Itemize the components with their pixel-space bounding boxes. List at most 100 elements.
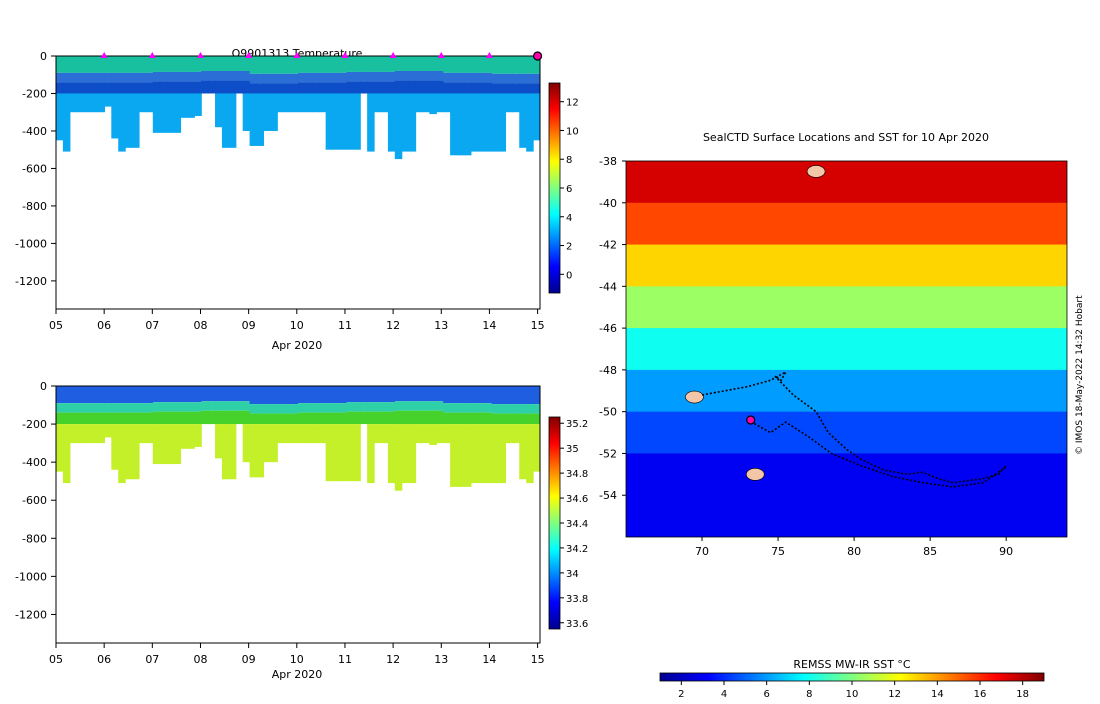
salinity-cell bbox=[194, 424, 202, 447]
salinity-cell bbox=[83, 424, 92, 444]
salinity-cell bbox=[284, 413, 292, 425]
salinity-cell bbox=[512, 424, 520, 444]
salinity-cell bbox=[152, 402, 161, 412]
temperature-cell bbox=[457, 93, 465, 156]
temperature-x-tick-label: 05 bbox=[49, 319, 63, 332]
temperature-cell bbox=[138, 56, 147, 73]
temperature-cell bbox=[111, 56, 119, 73]
sst-colorbar-tick-label: 6 bbox=[763, 689, 769, 700]
temperature-y-tick-label: -200 bbox=[22, 87, 47, 100]
temperature-cell bbox=[215, 93, 223, 128]
salinity-cell bbox=[470, 403, 479, 413]
salinity-cell bbox=[145, 386, 154, 404]
salinity-cell bbox=[429, 401, 437, 411]
sst-colorbar-tick-label: 10 bbox=[846, 689, 859, 700]
temperature-cell bbox=[180, 81, 188, 94]
salinity-cell bbox=[408, 386, 417, 402]
salinity-cell bbox=[519, 386, 527, 405]
temperature-cell bbox=[159, 71, 168, 82]
salinity-cell bbox=[277, 386, 285, 405]
salinity-cell bbox=[318, 412, 327, 425]
salinity-cell bbox=[318, 386, 327, 404]
salinity-x-tick-label: 11 bbox=[338, 653, 352, 666]
temperature-cell bbox=[443, 82, 451, 94]
salinity-cell bbox=[332, 412, 341, 425]
salinity-cell bbox=[270, 404, 278, 414]
salinity-cell bbox=[284, 404, 292, 414]
salinity-cell bbox=[56, 412, 64, 425]
salinity-cell bbox=[270, 386, 278, 405]
salinity-cell bbox=[118, 403, 126, 413]
temperature-cell bbox=[311, 93, 320, 113]
salinity-cell bbox=[180, 424, 188, 449]
salinity-cell bbox=[415, 410, 424, 425]
salinity-cell bbox=[242, 410, 251, 425]
temperature-cell bbox=[76, 56, 85, 73]
temperature-colorbar-ticks: 0 2 4 6 8 10 12 bbox=[560, 98, 579, 281]
temperature-y-tick-label: -800 bbox=[22, 200, 47, 213]
salinity-cell bbox=[325, 412, 334, 425]
temperature-cell bbox=[152, 71, 161, 82]
salinity-cell bbox=[498, 386, 507, 405]
salinity-cell bbox=[346, 411, 354, 425]
salinity-cell bbox=[83, 386, 92, 404]
temperature-y-axis: 0 -200 -400 -600 -800 -1000 -1200 bbox=[15, 50, 56, 288]
salinity-cell bbox=[401, 424, 410, 484]
temperature-cell bbox=[394, 56, 403, 71]
temperature-colorbar-ramp bbox=[548, 82, 561, 294]
salinity-cell bbox=[470, 424, 479, 484]
temperature-cell bbox=[498, 56, 507, 74]
temperature-cell bbox=[291, 56, 299, 74]
map-axes-frame bbox=[625, 160, 1068, 538]
salinity-cell bbox=[374, 386, 382, 403]
salinity-cell bbox=[512, 404, 520, 414]
temperature-x-tick-label: 15 bbox=[531, 319, 545, 332]
salinity-cell bbox=[353, 411, 361, 425]
profile-marker bbox=[437, 52, 445, 58]
salinity-cell bbox=[56, 403, 64, 413]
temperature-cell bbox=[394, 93, 403, 160]
salinity-cell bbox=[69, 412, 78, 425]
salinity-cell bbox=[138, 412, 147, 425]
map-lat-tick-label: -52 bbox=[599, 447, 617, 460]
temperature-cell bbox=[401, 56, 410, 71]
seal-track-line bbox=[701, 369, 1007, 488]
temperature-cell bbox=[111, 72, 119, 83]
island bbox=[745, 468, 765, 481]
temperature-cell bbox=[221, 56, 230, 71]
salinity-cell bbox=[138, 403, 147, 413]
salinity-cell bbox=[242, 386, 251, 402]
temperature-cell bbox=[221, 70, 230, 81]
sst-field bbox=[626, 161, 1067, 537]
sst-band bbox=[626, 244, 1067, 287]
salinity-cell bbox=[311, 386, 320, 404]
salinity-cell bbox=[422, 401, 430, 411]
salinity-colorbar-tick-label: 35.2 bbox=[566, 419, 588, 430]
salinity-cell bbox=[152, 386, 161, 403]
sst-band bbox=[626, 202, 1067, 246]
temperature-cell bbox=[408, 56, 417, 71]
salinity-cell bbox=[443, 424, 451, 444]
salinity-cell bbox=[249, 386, 258, 405]
temperature-cell bbox=[436, 93, 444, 113]
temperature-cell bbox=[138, 72, 147, 83]
temperature-y-tick-label: -600 bbox=[22, 162, 47, 175]
salinity-cell bbox=[526, 413, 534, 425]
salinity-cell bbox=[277, 404, 285, 414]
salinity-cell bbox=[380, 411, 389, 425]
salinity-cell bbox=[69, 403, 78, 413]
temperature-cell bbox=[284, 93, 292, 113]
temperature-cell bbox=[505, 56, 513, 74]
salinity-cell bbox=[201, 386, 209, 402]
salinity-cell bbox=[187, 411, 195, 425]
temperature-cell bbox=[394, 70, 403, 81]
temperature-cell bbox=[332, 82, 341, 94]
temperature-cell bbox=[512, 56, 520, 74]
salinity-cell bbox=[56, 424, 64, 472]
temperature-cell bbox=[477, 82, 486, 94]
salinity-colorbar-tick-label: 34.8 bbox=[566, 469, 588, 480]
salinity-cell bbox=[90, 412, 99, 425]
salinity-cell bbox=[215, 424, 223, 459]
temperature-cell bbox=[173, 93, 182, 133]
